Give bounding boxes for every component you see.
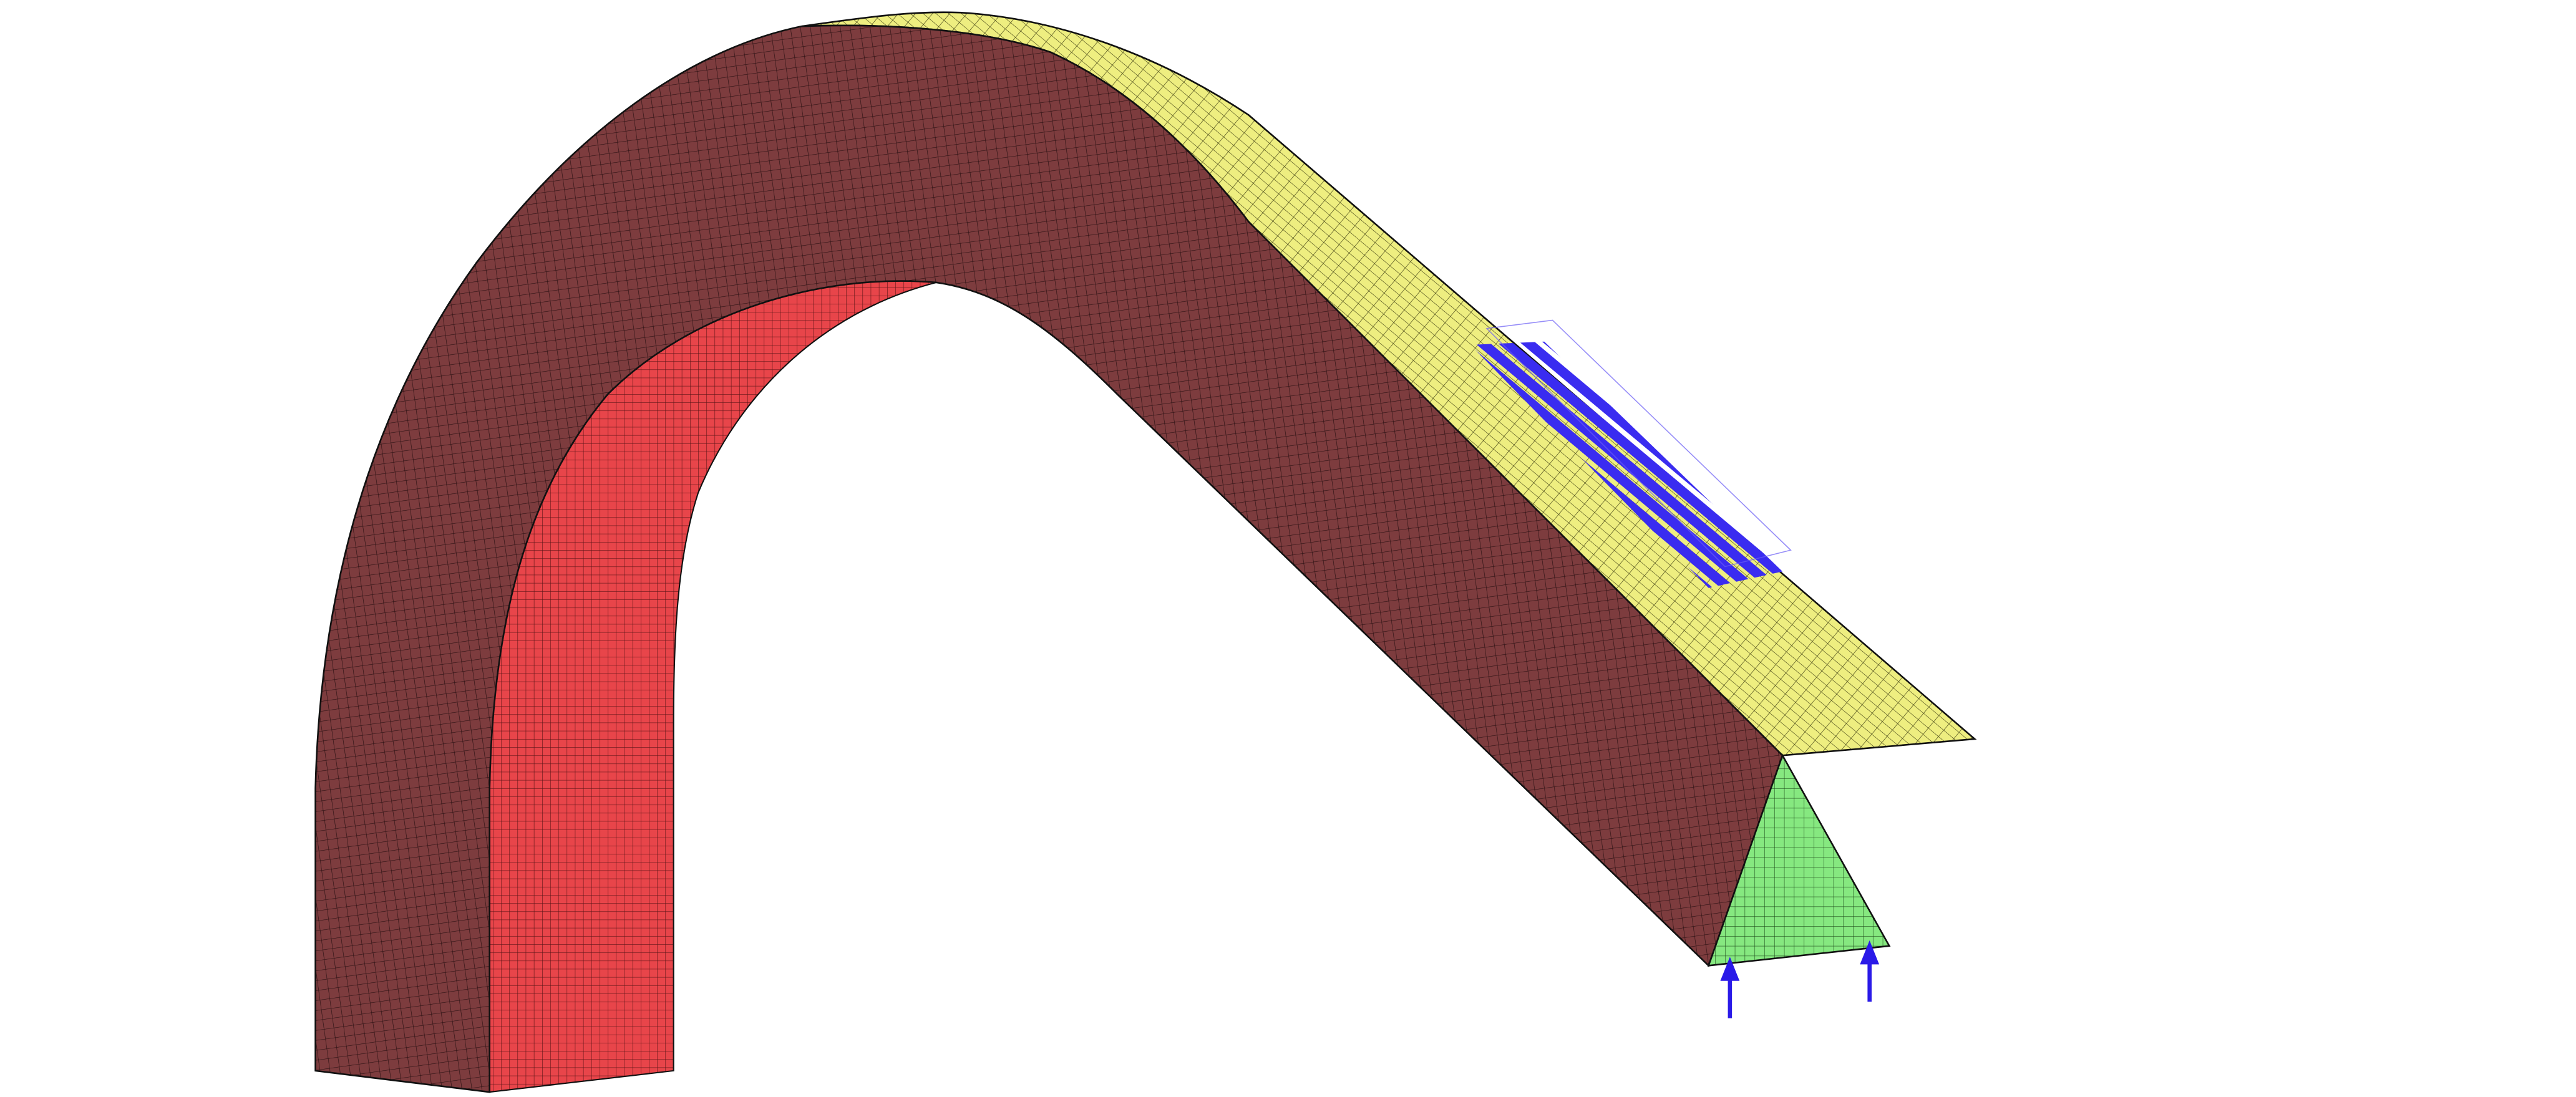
end-face: [1707, 753, 1891, 967]
load-vectors: [1485, 319, 1792, 568]
load-patch: [1470, 341, 1783, 588]
support-arrow: [1720, 957, 1740, 1018]
front-face: [314, 24, 1784, 1093]
support-arrow: [1860, 940, 1880, 1002]
